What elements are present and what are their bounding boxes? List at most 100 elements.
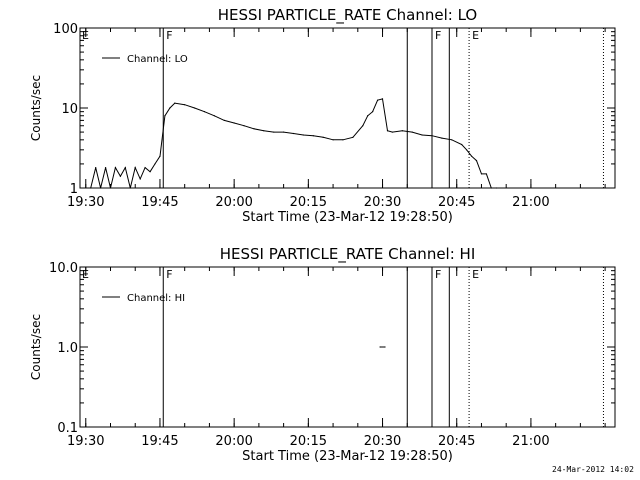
data-point xyxy=(253,128,255,130)
x-axis-label: Start Time (23-Mar-12 19:28:50) xyxy=(242,449,453,464)
data-point xyxy=(233,122,235,124)
data-point xyxy=(376,99,379,101)
event-marker-label: F xyxy=(166,29,172,42)
data-point xyxy=(461,143,463,146)
plot-frame xyxy=(79,266,616,428)
data-point xyxy=(203,111,206,113)
data-point xyxy=(213,115,215,117)
data-point xyxy=(193,107,196,109)
data-point xyxy=(485,173,488,175)
x-tick-label: 20:45 xyxy=(438,434,475,449)
x-tick-label: 21:00 xyxy=(512,195,549,210)
x-tick-label: 20:30 xyxy=(364,434,401,449)
data-point xyxy=(273,131,275,133)
data-point xyxy=(401,130,403,132)
y-tick-label: 100 xyxy=(53,22,78,37)
data-point xyxy=(332,139,334,141)
data-point xyxy=(312,135,314,137)
data-point xyxy=(139,178,141,180)
event-marker-label: F xyxy=(435,29,441,42)
data-point xyxy=(421,134,423,136)
x-tick-label: 20:15 xyxy=(290,434,327,449)
data-point xyxy=(154,163,156,165)
data-point xyxy=(441,137,443,139)
y-axis-label: Counts/sec xyxy=(29,75,43,141)
x-tick-label: 20:45 xyxy=(438,195,475,210)
x-axis-label: Start Time (23-Mar-12 19:28:50) xyxy=(242,210,453,225)
data-point xyxy=(283,131,285,133)
data-point xyxy=(100,187,102,189)
data-point xyxy=(169,107,171,109)
data-point xyxy=(490,187,492,189)
data-point xyxy=(391,131,394,133)
legend-label: Channel: LO xyxy=(127,54,188,65)
y-axis-label: Counts/sec xyxy=(29,314,43,380)
y-tick-label: 10.0 xyxy=(49,261,78,276)
plot-frame xyxy=(79,27,616,189)
x-tick-label: 20:00 xyxy=(215,434,252,449)
series-line-1 xyxy=(90,98,497,189)
data-point xyxy=(119,175,121,177)
data-point xyxy=(129,187,131,189)
event-marker-label: F xyxy=(166,268,172,281)
x-tick-label: 20:00 xyxy=(215,195,252,210)
edge-marker-label: E xyxy=(82,29,89,42)
x-tick-label: 20:30 xyxy=(364,195,401,210)
x-tick-label: 21:00 xyxy=(512,434,549,449)
chart-title: HESSI PARTICLE_RATE Channel: HI xyxy=(220,245,476,264)
data-point xyxy=(144,166,146,169)
data-point xyxy=(362,125,364,127)
data-point xyxy=(379,346,381,348)
data-point xyxy=(134,166,136,169)
legend-label: Channel: HI xyxy=(127,293,185,304)
data-point xyxy=(451,139,453,141)
event-marker-label: E xyxy=(472,268,479,281)
x-tick-label: 19:30 xyxy=(67,434,104,449)
y-tick-label: 10 xyxy=(61,102,78,117)
y-tick-label: 1 xyxy=(70,182,78,197)
data-point xyxy=(292,132,295,135)
data-point xyxy=(342,139,344,141)
y-tick-label: 0.1 xyxy=(57,421,78,436)
data-point xyxy=(431,135,433,137)
data-point xyxy=(367,115,369,117)
data-point xyxy=(104,166,107,169)
data-point xyxy=(480,173,483,175)
y-tick-label: 1.0 xyxy=(57,341,78,356)
data-point xyxy=(386,130,389,132)
data-point xyxy=(174,102,176,104)
data-point xyxy=(114,166,117,169)
data-point xyxy=(109,187,112,189)
data-point xyxy=(302,134,304,136)
x-tick-label: 19:45 xyxy=(141,434,178,449)
data-point xyxy=(475,160,478,162)
data-point xyxy=(322,136,324,138)
data-point xyxy=(90,187,92,189)
chart-panel-1: HESSI PARTICLE_RATE Channel: LO 1 10 100 Cou… xyxy=(29,6,616,225)
data-point xyxy=(184,104,186,106)
data-point xyxy=(495,187,497,189)
data-point xyxy=(466,149,468,151)
chart-title: HESSI PARTICLE_RATE Channel: LO xyxy=(218,6,477,25)
data-point xyxy=(381,98,384,100)
x-tick-label: 19:30 xyxy=(67,195,104,210)
event-marker-label: F xyxy=(435,268,441,281)
data-point xyxy=(164,115,166,117)
data-point xyxy=(95,166,97,169)
data-point xyxy=(223,119,225,121)
x-tick-label: 19:45 xyxy=(141,195,178,210)
chart-panel-2: HESSI PARTICLE_RATE Channel: HI 0.1 1.0 10.… xyxy=(29,245,616,464)
edge-marker-label: E xyxy=(82,268,89,281)
event-marker-label: E xyxy=(472,29,479,42)
data-point xyxy=(352,136,354,138)
data-point xyxy=(243,125,245,127)
data-point xyxy=(263,130,265,132)
timestamp-footer: 24-Mar-2012 14:02 xyxy=(552,465,634,474)
data-point xyxy=(384,346,386,348)
data-point xyxy=(470,155,473,157)
data-point xyxy=(149,171,151,173)
x-tick-label: 20:15 xyxy=(290,195,327,210)
data-point xyxy=(411,131,413,133)
data-point xyxy=(159,155,161,157)
